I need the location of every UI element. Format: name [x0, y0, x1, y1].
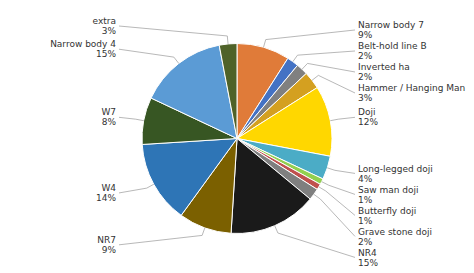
slice-label: Inverted ha2%	[358, 62, 410, 82]
leader-line	[119, 228, 205, 245]
slice-label: Narrow body 79%	[358, 20, 424, 40]
category-label: Hammer / Hanging Man	[358, 83, 465, 93]
slice-label: Saw man doji1%	[358, 185, 419, 205]
leader-line	[293, 51, 355, 62]
value-label: 2%	[358, 237, 373, 247]
category-label: Inverted ha	[358, 62, 410, 72]
slice-label: Narrow body 415%	[50, 39, 116, 59]
slice-label: W78%	[101, 107, 116, 127]
category-label: Belt-hold line B	[358, 41, 427, 51]
category-label: Saw man doji	[358, 185, 419, 195]
slice-label: NR415%	[358, 248, 378, 268]
value-label: 1%	[358, 195, 373, 205]
category-label: NR4	[358, 248, 377, 258]
value-label: 9%	[358, 30, 373, 40]
leader-line	[312, 75, 355, 93]
slice-label: Long-legged doji4%	[358, 164, 433, 184]
leader-line	[119, 117, 144, 120]
slice	[231, 139, 310, 234]
category-label: Long-legged doji	[358, 164, 433, 174]
value-label: 9%	[102, 245, 117, 255]
value-label: 3%	[102, 26, 117, 36]
leader-line	[275, 226, 355, 258]
leader-line	[319, 187, 355, 216]
slice-label: Belt-hold line B2%	[358, 41, 427, 61]
leader-line	[327, 168, 355, 174]
leader-line	[119, 26, 228, 44]
slice-label: NR79%	[97, 235, 116, 255]
category-label: Grave stone doji	[358, 227, 432, 237]
leader-line	[314, 194, 355, 236]
leader-line	[264, 30, 355, 47]
value-label: 15%	[96, 49, 116, 59]
leader-line	[322, 182, 355, 195]
slice-label: Butterfly doji1%	[358, 206, 416, 226]
slice	[142, 139, 237, 216]
slice-label: extra3%	[93, 16, 117, 36]
value-label: 3%	[358, 93, 373, 103]
value-label: 4%	[358, 174, 373, 184]
category-label: Butterfly doji	[358, 206, 416, 216]
value-label: 8%	[102, 117, 117, 127]
labels: Narrow body 79%Belt-hold line B2%Inverte…	[50, 16, 465, 267]
category-label: Narrow body 4	[50, 39, 116, 49]
slice-label: Doji12%	[358, 107, 378, 127]
category-label: W7	[101, 107, 116, 117]
category-label: Doji	[358, 107, 375, 117]
category-label: Narrow body 7	[358, 20, 424, 30]
slice-label: Grave stone doji2%	[358, 227, 432, 247]
chart: Narrow body 79%Belt-hold line B2%Inverte…	[0, 0, 474, 273]
value-label: 2%	[358, 51, 373, 61]
value-label: 2%	[358, 72, 373, 82]
value-label: 14%	[96, 193, 116, 203]
leader-line	[330, 117, 355, 120]
pie	[142, 43, 332, 233]
value-label: 1%	[358, 216, 373, 226]
slice-label: Hammer / Hanging Man3%	[358, 83, 465, 103]
leader-line	[302, 63, 355, 72]
slice	[219, 44, 237, 139]
category-label: extra	[93, 16, 116, 26]
value-label: 15%	[358, 258, 378, 268]
category-label: W4	[101, 183, 116, 193]
category-label: NR7	[97, 235, 116, 245]
value-label: 12%	[358, 117, 378, 127]
slice-label: W414%	[96, 183, 116, 203]
leader-line	[119, 49, 179, 63]
leader-line	[119, 184, 154, 193]
